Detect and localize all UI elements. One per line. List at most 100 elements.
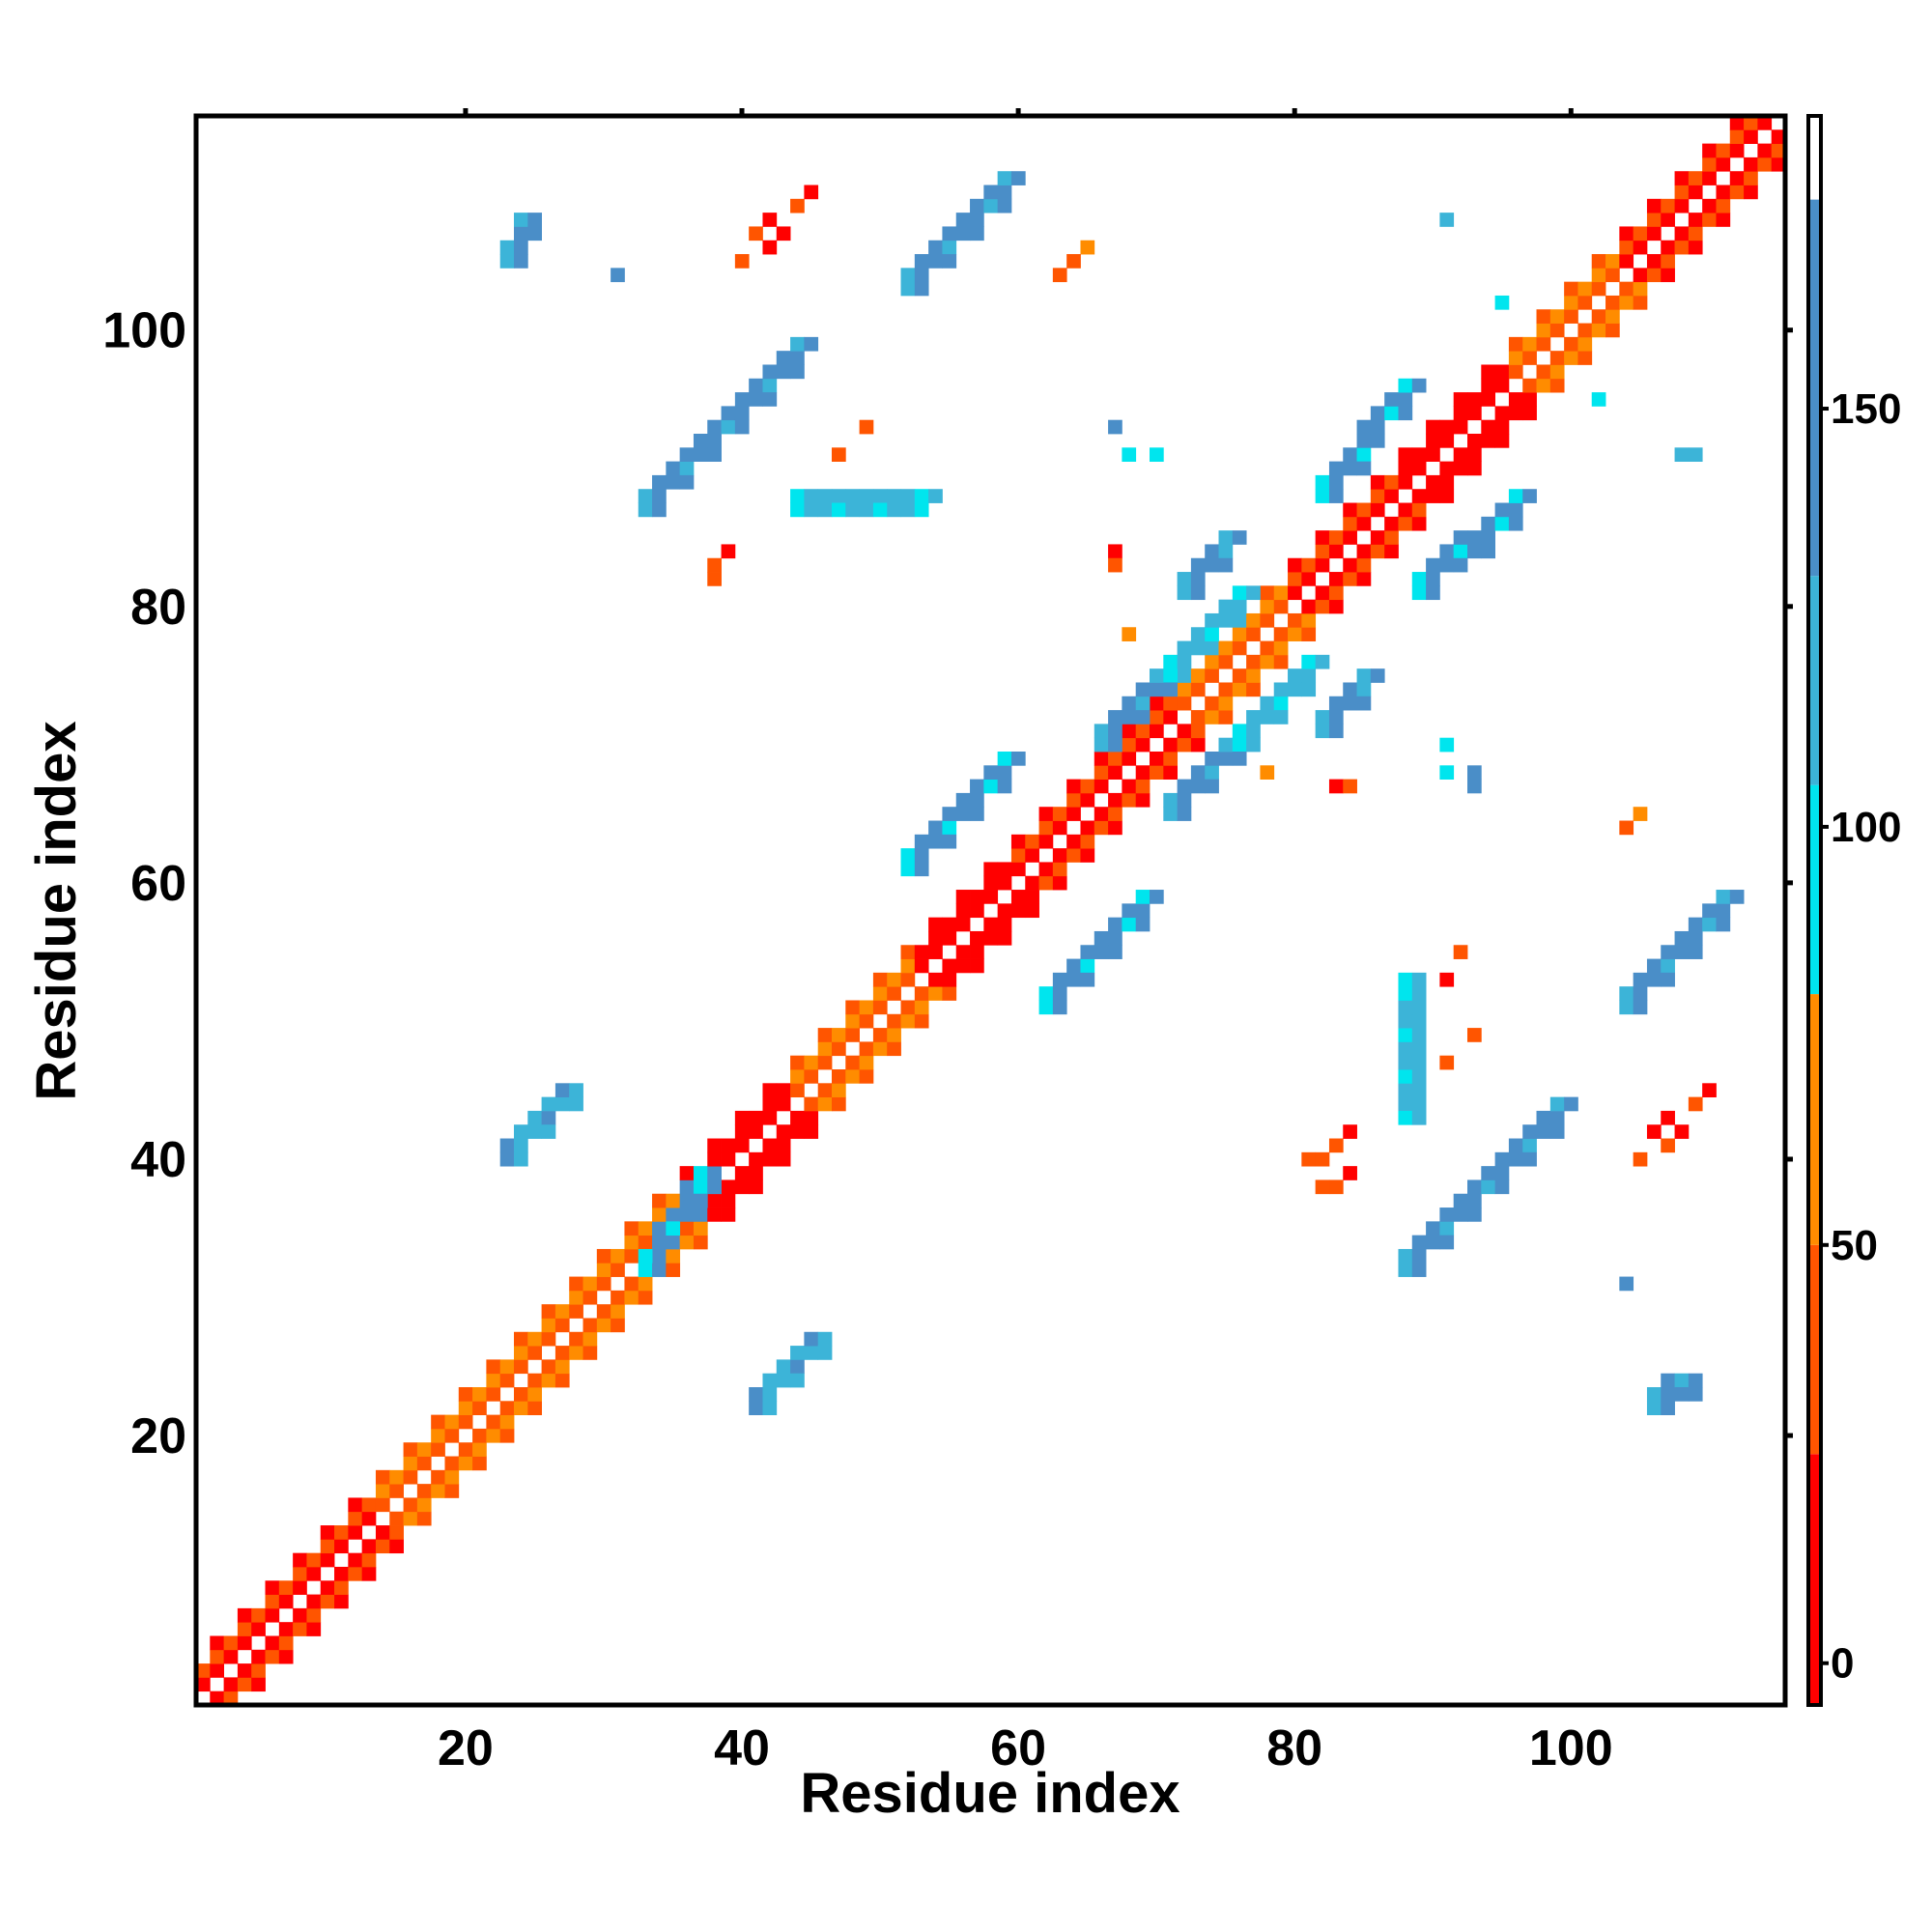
heatmap-cell: [1205, 696, 1219, 711]
heatmap-cell: [997, 917, 1012, 932]
heatmap-cell: [914, 502, 929, 518]
heatmap-cell: [1646, 226, 1662, 242]
heatmap-cell: [1716, 185, 1731, 200]
heatmap-cell: [1411, 585, 1427, 601]
heatmap-cell: [638, 489, 653, 503]
heatmap-cell: [693, 1235, 708, 1250]
heatmap-cell: [1481, 419, 1495, 435]
heatmap-cell: [1260, 599, 1275, 614]
heatmap-cell: [1481, 434, 1495, 448]
heatmap-cell: [1052, 807, 1067, 821]
heatmap-cell: [320, 1552, 335, 1568]
heatmap-cell: [306, 1594, 322, 1609]
heatmap-cell: [832, 1028, 846, 1042]
heatmap-cell: [499, 1428, 515, 1443]
heatmap-cell: [790, 1055, 805, 1070]
heatmap-cell: [1757, 156, 1773, 172]
heatmap-cell: [293, 1580, 307, 1595]
heatmap-cell: [1301, 572, 1317, 586]
heatmap-cell: [1508, 489, 1523, 503]
heatmap-cell: [416, 1484, 432, 1498]
heatmap-cell: [1411, 986, 1427, 1001]
heatmap-cell: [900, 848, 916, 863]
heatmap-cell: [707, 1138, 722, 1153]
heatmap-cell: [1453, 530, 1468, 545]
heatmap-cell: [1481, 516, 1495, 531]
heatmap-cell: [652, 1248, 667, 1264]
heatmap-cell: [955, 226, 971, 242]
colorbar-band: [1808, 576, 1821, 785]
heatmap-cell: [1273, 682, 1289, 697]
heatmap-cell: [1577, 323, 1593, 338]
heatmap-cell: [1646, 254, 1662, 269]
heatmap-cell: [1328, 474, 1344, 490]
heatmap-cell: [928, 834, 943, 849]
heatmap-cell: [1744, 185, 1758, 200]
heatmap-cell: [1674, 1373, 1690, 1388]
heatmap-cell: [431, 1442, 445, 1457]
heatmap-cell: [776, 364, 791, 380]
heatmap-cell: [1232, 668, 1247, 683]
heatmap-cell: [832, 1041, 846, 1057]
heatmap-cell: [1481, 1179, 1495, 1195]
heatmap-cell: [1150, 668, 1164, 683]
heatmap-cell: [1190, 779, 1206, 794]
heatmap-cell: [970, 930, 984, 946]
heatmap-cell: [1122, 917, 1137, 932]
heatmap-cell: [1398, 1013, 1413, 1029]
heatmap-cell: [1729, 890, 1745, 904]
heatmap-cell: [983, 779, 999, 794]
heatmap-cell: [1190, 724, 1206, 739]
heatmap-cell: [278, 1580, 294, 1595]
heatmap-cell: [1135, 765, 1151, 780]
heatmap-cell: [1453, 447, 1468, 462]
heatmap-cell: [1591, 309, 1606, 324]
heatmap-cell: [596, 1318, 611, 1333]
heatmap-cell: [582, 1318, 598, 1333]
heatmap-cell: [499, 1359, 515, 1375]
heatmap-cell: [1411, 461, 1427, 476]
heatmap-cell: [790, 1110, 805, 1125]
heatmap-cell: [1190, 710, 1206, 724]
heatmap-cell: [707, 419, 722, 435]
x-tick-label: 40: [714, 1720, 770, 1776]
heatmap-cell: [928, 986, 943, 1001]
heatmap-cell: [1315, 489, 1330, 503]
heatmap-cell: [1066, 958, 1081, 974]
heatmap-cell: [527, 213, 542, 227]
heatmap-cell: [265, 1635, 280, 1651]
heatmap-cell: [817, 1346, 833, 1360]
heatmap-cell: [652, 1263, 667, 1277]
colorbar-band: [1808, 784, 1821, 995]
heatmap-cell: [887, 489, 901, 503]
heatmap-cell: [749, 378, 763, 393]
heatmap-cell: [1108, 792, 1122, 808]
heatmap-cell: [845, 1028, 860, 1042]
heatmap-cell: [1702, 156, 1717, 172]
heatmap-cell: [1398, 1263, 1413, 1277]
colorbar: 0 50 100 150: [1806, 114, 1901, 1707]
heatmap-cell: [762, 1110, 778, 1125]
heatmap-cell: [1522, 1124, 1537, 1139]
heatmap-cell: [1218, 612, 1234, 628]
heatmap-cell: [790, 198, 805, 213]
heatmap-cell: [1315, 557, 1330, 573]
heatmap-cell: [914, 862, 929, 877]
heatmap-cell: [1426, 557, 1440, 573]
heatmap-cell: [1273, 599, 1289, 614]
heatmap-cell: [1744, 129, 1758, 144]
heatmap-cell: [1080, 945, 1095, 959]
heatmap-cell: [306, 1607, 322, 1623]
heatmap-cell: [1716, 917, 1731, 932]
heatmap-cell: [499, 1151, 515, 1167]
heatmap-cell: [361, 1566, 377, 1581]
heatmap-cell: [817, 1028, 833, 1042]
y-tick-label: 20: [130, 1408, 186, 1464]
x-tick-label: 20: [438, 1720, 494, 1776]
heatmap-cell: [804, 1110, 819, 1125]
heatmap-cell: [1122, 779, 1137, 794]
heatmap-cell: [1343, 502, 1357, 518]
heatmap-cell: [1426, 1221, 1440, 1236]
heatmap-cell: [1190, 682, 1206, 697]
heatmap-cell: [749, 1166, 763, 1180]
